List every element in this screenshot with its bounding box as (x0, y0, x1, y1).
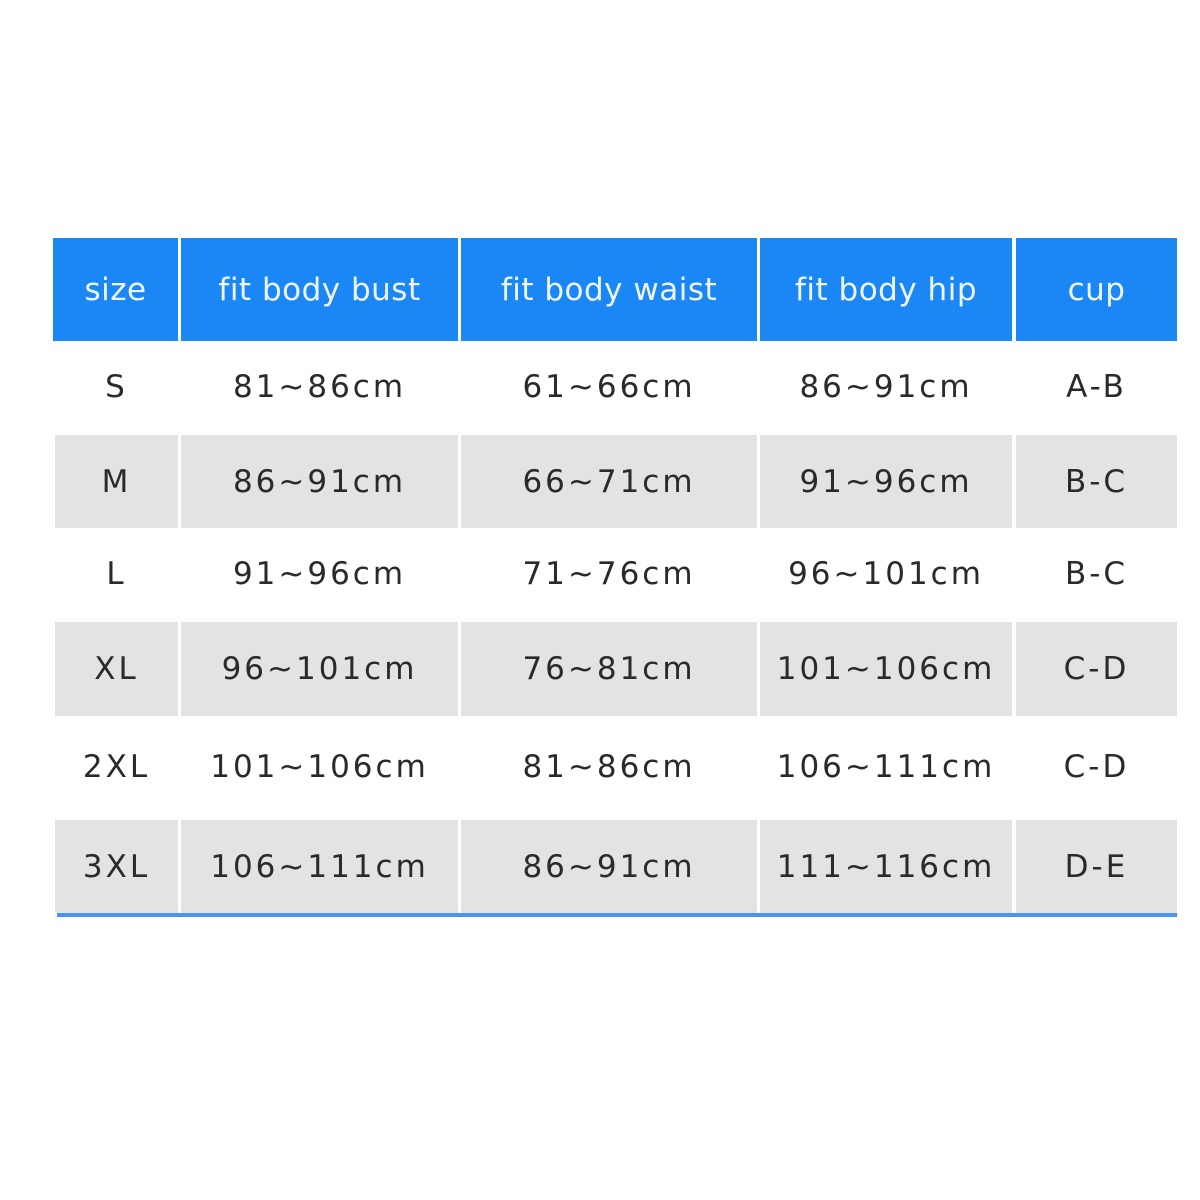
column-header-hip: fit body hip (760, 238, 1012, 341)
column-header-waist: fit body waist (461, 238, 757, 341)
column-header-size: size (53, 238, 178, 341)
table-cell-bust: 86~91cm (181, 435, 458, 528)
table-cell-size: 2XL (82, 749, 151, 785)
table-cell-hip: 91~96cm (760, 435, 1012, 528)
table-cell-cup: A-B (1066, 369, 1127, 405)
table-cell-waist: 66~71cm (461, 435, 757, 528)
table-cell-cup: D-E (1016, 820, 1177, 913)
table-cell-waist: 81~86cm (522, 749, 696, 785)
table-cell-cup: C-D (1063, 749, 1130, 785)
table-cell-bust: 101~106cm (210, 749, 429, 785)
table-cell-bust: 96~101cm (181, 622, 458, 716)
table-cell-bust: 106~111cm (181, 820, 458, 913)
column-header-bust: fit body bust (181, 238, 458, 341)
table-cell-cup: C-D (1016, 622, 1177, 716)
table-bottom-rule (57, 913, 1177, 917)
table-cell-hip: 106~111cm (776, 749, 996, 785)
table-cell-cup: B-C (1064, 556, 1129, 592)
table-cell-hip: 101~106cm (760, 622, 1012, 716)
table-cell-waist: 71~76cm (522, 556, 696, 592)
table-cell-waist: 61~66cm (522, 369, 696, 405)
table-cell-waist: 76~81cm (461, 622, 757, 716)
table-cell-waist: 86~91cm (461, 820, 757, 913)
table-cell-hip: 86~91cm (799, 369, 973, 405)
table-cell-size: M (55, 435, 178, 528)
table-cell-cup: B-C (1016, 435, 1177, 528)
column-header-cup: cup (1016, 238, 1177, 341)
table-cell-bust: 91~96cm (232, 556, 407, 592)
table-cell-size: L (106, 556, 127, 592)
table-cell-size: S (105, 369, 128, 405)
table-cell-size: XL (55, 622, 178, 716)
table-cell-size: 3XL (55, 820, 178, 913)
table-cell-hip: 96~101cm (788, 556, 984, 592)
table-cell-hip: 111~116cm (760, 820, 1012, 913)
table-cell-bust: 81~86cm (232, 369, 407, 405)
